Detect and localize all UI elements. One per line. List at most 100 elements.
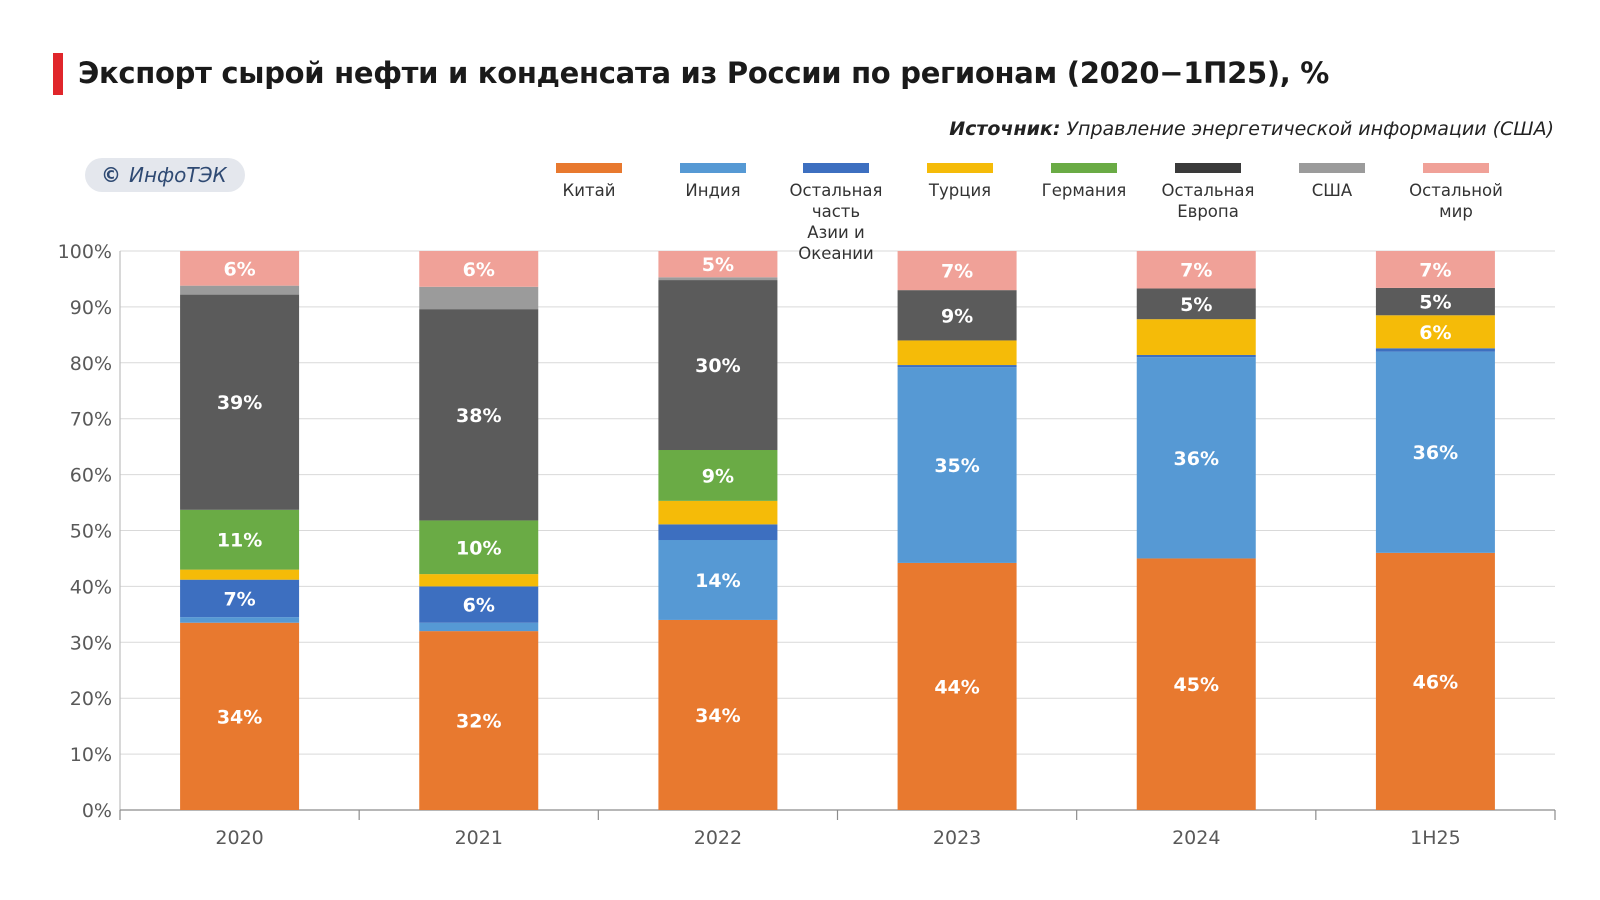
legend-label: Германия (1041, 181, 1127, 200)
bar-segment (658, 524, 778, 541)
bar-segment (658, 277, 778, 281)
y-tick-label: 50% (70, 521, 112, 543)
logo-badge: © ИнфоТЭК (85, 158, 245, 192)
data-label: 6% (1419, 322, 1451, 344)
source-text: Управление энергетической информации (СШ… (1066, 118, 1554, 140)
legend-item-rest-asia: Остальная часть Азии и Океании (768, 163, 904, 264)
data-label: 11% (217, 530, 262, 552)
y-tick-label: 90% (70, 297, 112, 319)
bar-segment (658, 540, 778, 620)
bar-segment (180, 617, 300, 623)
data-label: 32% (456, 711, 501, 733)
bar-segment (897, 290, 1017, 341)
legend-item-germany: Германия (1016, 163, 1152, 201)
data-label: 7% (1180, 260, 1212, 282)
legend-swatch (1175, 163, 1241, 173)
legend-label: Турция (928, 181, 992, 200)
bar-segment (180, 251, 300, 286)
bar-segment (1375, 552, 1495, 810)
x-tick-label: 1H25 (1410, 827, 1461, 849)
bar-segment (180, 294, 300, 510)
legend-item-usa: США (1264, 163, 1400, 201)
legend-swatch (556, 163, 622, 173)
data-label: 30% (695, 355, 740, 377)
legend-swatch (1299, 163, 1365, 173)
y-tick-label: 10% (70, 744, 112, 766)
data-label: 9% (702, 465, 734, 487)
x-tick-label: 2021 (455, 827, 503, 849)
data-label: 7% (941, 261, 973, 283)
y-tick-label: 30% (70, 632, 112, 654)
bar-segment (1375, 315, 1495, 349)
logo-text: ИнфоТЭК (129, 163, 227, 187)
data-label: 36% (1174, 448, 1219, 470)
bar-segment (180, 622, 300, 810)
data-label: 34% (217, 706, 262, 728)
source-prefix: Источник: (949, 118, 1061, 140)
bar-segment (1375, 251, 1495, 288)
bar-segment (1136, 354, 1256, 358)
data-label: 9% (941, 305, 973, 327)
bar-segment (180, 285, 300, 295)
legend-label: Остальная Европа (1161, 181, 1255, 221)
bar-segment (419, 622, 539, 632)
bar-segment (1136, 357, 1256, 559)
legend-label: Индия (685, 181, 741, 200)
legend-label: США (1311, 181, 1353, 200)
source-note: Источник: Управление энергетической инфо… (949, 118, 1554, 140)
data-label: 34% (695, 705, 740, 727)
bar-segment (658, 280, 778, 451)
bar-segment (419, 309, 539, 521)
title-accent-bar (53, 53, 63, 95)
data-label: 44% (934, 676, 979, 698)
bar-segment (897, 340, 1017, 366)
legend-item-rest-world: Остальной мир (1388, 163, 1524, 222)
data-label: 7% (223, 588, 255, 610)
bar-segment (897, 365, 1017, 368)
y-tick-label: 70% (70, 409, 112, 431)
bar-segment (419, 586, 539, 623)
bar-segment (1136, 288, 1256, 320)
bar-segment (658, 619, 778, 810)
bar-segment (419, 631, 539, 810)
bar-segment (1375, 287, 1495, 316)
bar-segment (1136, 558, 1256, 810)
y-tick-label: 60% (70, 465, 112, 487)
data-label: 5% (1180, 294, 1212, 316)
data-label: 14% (695, 570, 740, 592)
legend-item-china: Китай (521, 163, 657, 201)
legend-item-rest-europe: Остальная Европа (1140, 163, 1276, 222)
legend-item-turkey: Турция (892, 163, 1028, 201)
data-label: 36% (1413, 442, 1458, 464)
y-tick-label: 0% (82, 800, 112, 822)
bar-segment (180, 569, 300, 580)
legend-swatch (803, 163, 869, 173)
bar-segment (419, 251, 539, 287)
legend-swatch (680, 163, 746, 173)
x-tick-label: 2024 (1172, 827, 1220, 849)
x-tick-label: 2022 (694, 827, 742, 849)
data-label: 6% (463, 259, 495, 281)
legend-swatch (927, 163, 993, 173)
data-label: 35% (934, 455, 979, 477)
bar-segment (1375, 348, 1495, 352)
data-label: 38% (456, 405, 501, 427)
legend-swatch (1051, 163, 1117, 173)
bar-segment (658, 500, 778, 525)
legend-item-india: Индия (645, 163, 781, 201)
data-label: 39% (217, 392, 262, 414)
bar-segment (180, 509, 300, 570)
legend-label: Китай (562, 181, 616, 200)
bar-segment (419, 520, 539, 575)
legend-label: Остальная часть Азии и Океании (789, 181, 883, 263)
bar-segment (658, 450, 778, 501)
bar-segment (419, 286, 539, 310)
data-label: 6% (223, 258, 255, 280)
y-tick-label: 40% (70, 576, 112, 598)
bar-segment (897, 562, 1017, 810)
y-tick-label: 80% (70, 353, 112, 375)
legend-swatch (1423, 163, 1489, 173)
bar-segment (897, 367, 1017, 563)
data-label: 6% (463, 595, 495, 617)
